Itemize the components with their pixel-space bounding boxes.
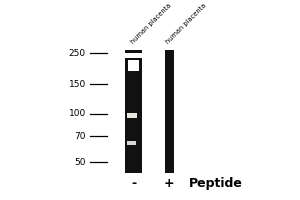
Bar	[121, 53, 142, 58]
Bar	[128, 60, 139, 71]
Text: -: -	[131, 177, 136, 190]
Text: 70: 70	[74, 132, 86, 141]
Text: human placenta: human placenta	[129, 3, 172, 45]
Text: Peptide: Peptide	[189, 177, 243, 190]
Bar	[125, 50, 142, 173]
Text: human placenta: human placenta	[165, 3, 208, 45]
Text: 250: 250	[69, 49, 86, 58]
Text: +: +	[164, 177, 175, 190]
Text: 100: 100	[68, 109, 86, 118]
Bar	[165, 50, 174, 173]
Bar	[127, 141, 136, 145]
Text: 50: 50	[74, 158, 86, 167]
Text: 150: 150	[68, 80, 86, 89]
Bar	[127, 113, 137, 118]
